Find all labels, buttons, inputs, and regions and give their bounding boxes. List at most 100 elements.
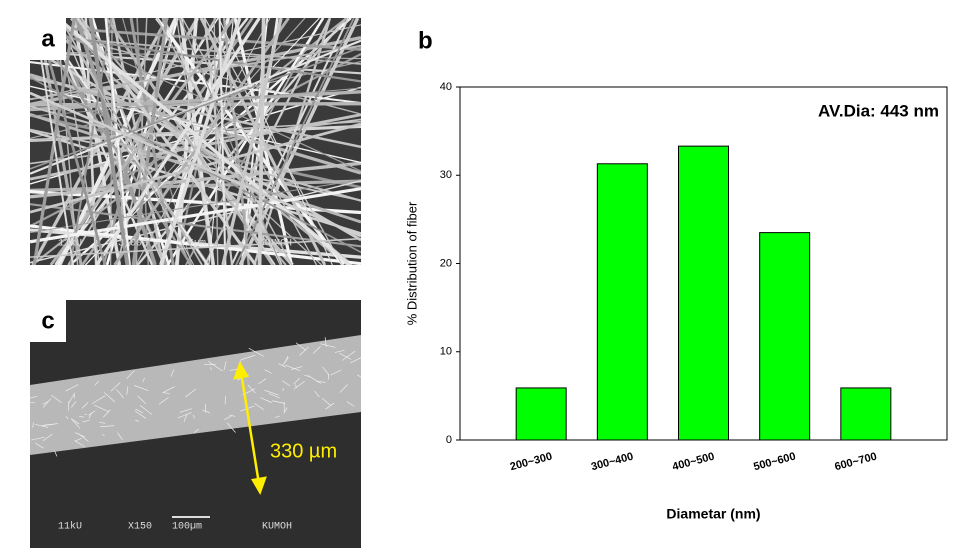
fiber bbox=[179, 18, 282, 265]
fiber bbox=[70, 418, 81, 429]
fiber bbox=[30, 120, 361, 142]
annotation: AV.Dia: 443 nm bbox=[818, 101, 939, 120]
fiber bbox=[126, 370, 135, 379]
fiber bbox=[135, 408, 144, 414]
fiber bbox=[330, 369, 342, 376]
fiber bbox=[240, 354, 256, 361]
fiber bbox=[290, 366, 303, 370]
sem-info: 11kU bbox=[58, 238, 82, 250]
fiber bbox=[357, 374, 361, 378]
fiber bbox=[156, 18, 293, 265]
fiber bbox=[99, 421, 106, 424]
sem-info: 100µm bbox=[172, 522, 202, 533]
fiber bbox=[30, 179, 361, 234]
fiber bbox=[142, 377, 145, 383]
fiber bbox=[135, 420, 139, 422]
fiber bbox=[346, 401, 355, 407]
fiber bbox=[30, 402, 36, 404]
fiber bbox=[65, 416, 69, 420]
sem-info: X3,000 bbox=[112, 239, 148, 250]
fiber bbox=[158, 397, 169, 405]
panel-label: a bbox=[41, 25, 55, 52]
fiber bbox=[94, 404, 110, 413]
fiber bbox=[31, 436, 45, 441]
fiber bbox=[312, 346, 321, 354]
fiber bbox=[56, 18, 351, 265]
fiber bbox=[43, 423, 59, 426]
fiber bbox=[30, 39, 361, 175]
fiber bbox=[82, 419, 90, 423]
fiber bbox=[170, 369, 175, 377]
sem-info: 11kU bbox=[58, 521, 82, 533]
fiber bbox=[264, 369, 272, 374]
fiber bbox=[278, 363, 286, 368]
label-box bbox=[30, 18, 66, 60]
fiber bbox=[134, 410, 147, 419]
fiber bbox=[30, 87, 361, 117]
label-box bbox=[30, 300, 66, 342]
bar-chart: 0 10 20 30 40 200~300 300~400 400~500 500~600 600… bbox=[404, 81, 948, 522]
annotation: 330 µm bbox=[270, 440, 337, 462]
fiber bbox=[91, 395, 106, 405]
fiber bbox=[60, 18, 195, 265]
fiber bbox=[163, 386, 176, 393]
fibers bbox=[30, 18, 361, 265]
fiber bbox=[235, 18, 355, 265]
fiber bbox=[103, 409, 111, 418]
bar bbox=[840, 387, 892, 441]
fiber bbox=[30, 187, 361, 244]
fiber bbox=[334, 349, 345, 353]
fiber bbox=[218, 18, 227, 265]
x-tick-label: 500~600 bbox=[752, 451, 797, 474]
fiber bbox=[177, 412, 192, 419]
fiber bbox=[295, 342, 306, 351]
sem-info: KUMOH bbox=[262, 239, 292, 250]
fiber bbox=[71, 401, 77, 408]
fiber bbox=[183, 413, 188, 422]
fiber bbox=[162, 392, 170, 394]
fiber bbox=[320, 343, 336, 348]
sem-info: 5µm bbox=[188, 239, 206, 250]
x-tick-label: 300~400 bbox=[590, 451, 635, 474]
fiber bbox=[283, 407, 288, 414]
sem-info: KUMOH bbox=[262, 522, 292, 533]
fiber bbox=[166, 18, 325, 265]
bar bbox=[759, 232, 811, 441]
fiber bbox=[176, 18, 213, 265]
fiber bbox=[30, 180, 361, 264]
fiber bbox=[229, 414, 236, 417]
fiber bbox=[72, 18, 122, 265]
fiber bbox=[218, 18, 333, 265]
x-tick-label: 200~300 bbox=[509, 451, 554, 474]
sem-info: X150 bbox=[128, 522, 152, 533]
fiber bbox=[226, 422, 236, 433]
fiber bbox=[322, 366, 330, 376]
fiber bbox=[30, 122, 361, 214]
fiber bbox=[30, 44, 361, 101]
fiber bbox=[30, 237, 361, 258]
fiber bbox=[139, 404, 153, 415]
fiber bbox=[325, 402, 335, 410]
y-tick-label: 0 bbox=[446, 434, 452, 446]
fiber bbox=[30, 85, 361, 164]
x-axis-label: Diametar (nm) bbox=[666, 506, 760, 522]
fiber bbox=[341, 350, 356, 361]
y-tick-label: 20 bbox=[440, 257, 452, 269]
fiber bbox=[293, 377, 300, 385]
fiber bbox=[65, 384, 79, 392]
fiber bbox=[193, 428, 200, 434]
x-tick-label: 600~700 bbox=[833, 451, 878, 474]
fiber bbox=[30, 101, 361, 107]
fiber bbox=[264, 389, 279, 396]
fiber bbox=[30, 46, 361, 170]
fiber bbox=[272, 400, 286, 404]
fiber bbox=[223, 361, 227, 371]
fibers bbox=[30, 337, 361, 457]
fiber bbox=[159, 18, 242, 265]
y-tick-label: 40 bbox=[440, 81, 452, 93]
fiber bbox=[339, 384, 348, 393]
fiber bbox=[75, 437, 82, 442]
thickness-arrow bbox=[233, 361, 267, 495]
y-tick-label: 30 bbox=[440, 169, 452, 181]
